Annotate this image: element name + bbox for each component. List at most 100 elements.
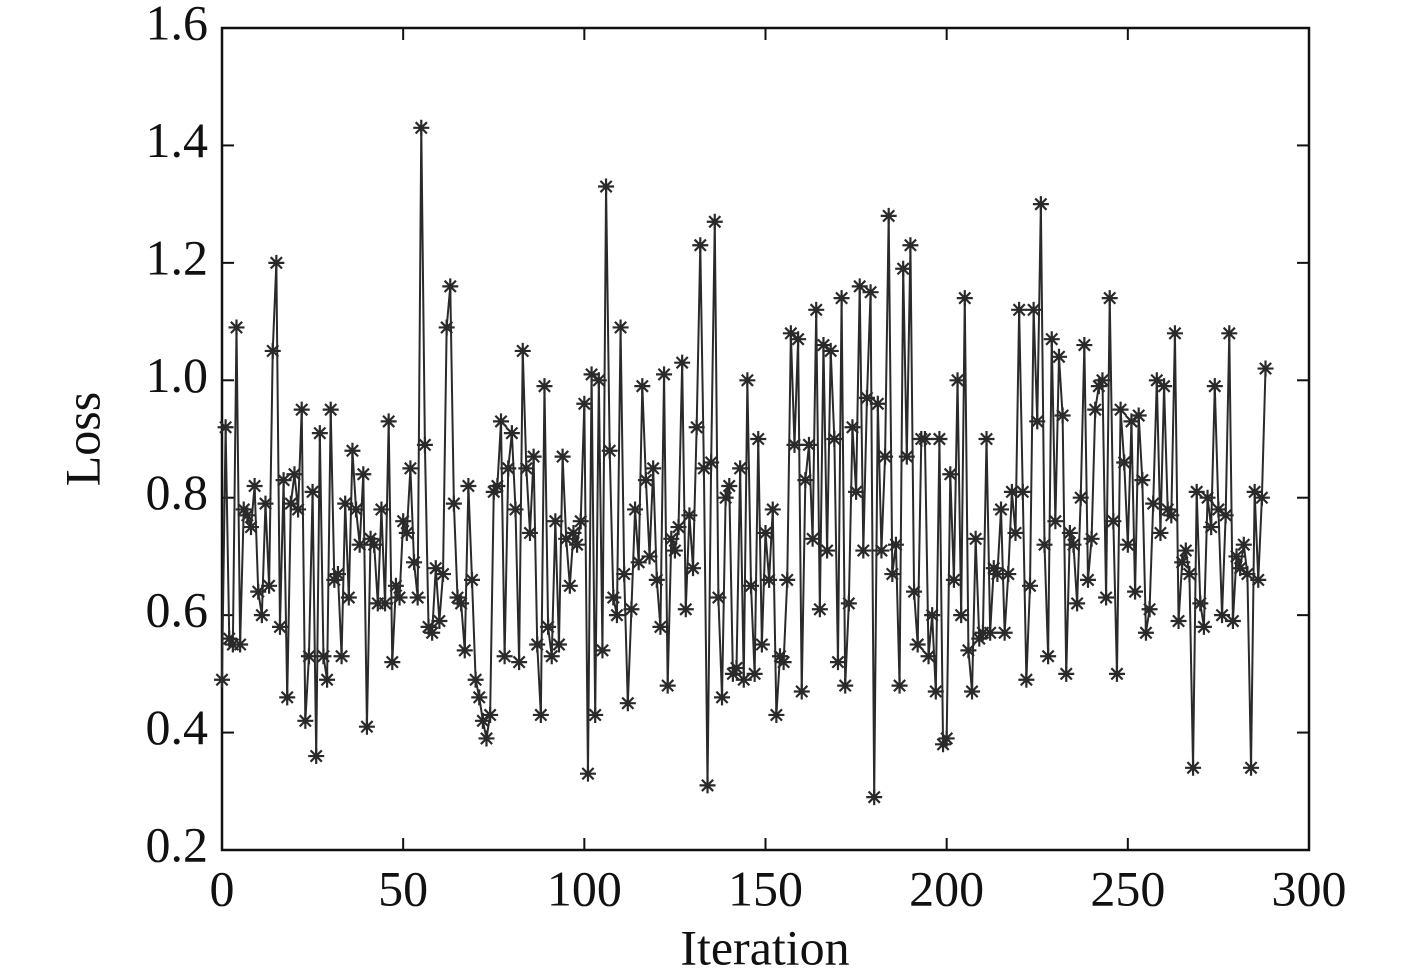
asterisk-marker: [1192, 595, 1209, 612]
asterisk-marker: [1148, 372, 1165, 389]
asterisk-marker: [652, 618, 669, 635]
asterisk-marker: [634, 378, 651, 395]
asterisk-marker: [1007, 524, 1024, 541]
asterisk-marker: [482, 706, 499, 723]
asterisk-marker: [601, 442, 618, 459]
asterisk-marker: [442, 278, 459, 295]
asterisk-marker: [464, 571, 481, 588]
asterisk-marker: [264, 342, 281, 359]
y-tick-label: 0.4: [146, 699, 209, 755]
asterisk-marker: [1239, 566, 1256, 583]
asterisk-marker: [945, 571, 962, 588]
asterisk-marker: [232, 636, 249, 653]
x-tick-label: 100: [547, 860, 622, 916]
asterisk-marker: [1047, 513, 1064, 530]
asterisk-marker: [358, 718, 375, 735]
asterisk-marker: [833, 290, 850, 307]
asterisk-marker: [514, 342, 531, 359]
asterisk-marker: [507, 501, 524, 518]
asterisk-marker: [656, 366, 673, 383]
asterisk-marker: [521, 524, 538, 541]
asterisk-marker: [460, 477, 477, 494]
asterisk-marker: [612, 319, 629, 336]
asterisk-marker: [1072, 489, 1089, 506]
asterisk-marker: [290, 501, 307, 518]
asterisk-marker: [732, 460, 749, 477]
asterisk-marker: [829, 654, 846, 671]
asterisk-marker: [768, 706, 785, 723]
asterisk-marker: [1188, 483, 1205, 500]
asterisk-marker: [406, 554, 423, 571]
asterisk-marker: [942, 466, 959, 483]
asterisk-marker: [532, 706, 549, 723]
asterisk-marker: [1094, 372, 1111, 389]
asterisk-marker: [1050, 348, 1067, 365]
asterisk-marker: [692, 237, 709, 254]
asterisk-marker: [703, 454, 720, 471]
asterisk-marker: [739, 372, 756, 389]
asterisk-marker: [1250, 571, 1267, 588]
asterisk-marker: [293, 401, 310, 418]
asterisk-marker: [387, 577, 404, 594]
y-tick-label: 1.0: [146, 347, 209, 403]
asterisk-marker: [543, 648, 560, 665]
asterisk-marker: [1090, 378, 1107, 395]
asterisk-marker: [753, 636, 770, 653]
asterisk-marker: [453, 595, 470, 612]
x-tick-label: 150: [728, 860, 803, 916]
asterisk-marker: [771, 648, 788, 665]
asterisk-marker: [627, 501, 644, 518]
asterisk-marker: [949, 372, 966, 389]
asterisk-marker: [706, 213, 723, 230]
asterisk-marker: [746, 665, 763, 682]
asterisk-marker: [815, 337, 832, 354]
asterisk-marker: [529, 636, 546, 653]
asterisk-marker: [1156, 378, 1173, 395]
asterisk-marker: [1123, 413, 1140, 430]
asterisk-marker: [811, 601, 828, 618]
asterisk-marker: [1083, 530, 1100, 547]
asterisk-marker: [1228, 548, 1245, 565]
asterisk-marker: [877, 448, 894, 465]
asterisk-marker: [594, 642, 611, 659]
asterisk-marker: [1203, 519, 1220, 536]
asterisk-marker: [340, 589, 357, 606]
asterisk-marker: [377, 595, 394, 612]
asterisk-marker: [1177, 542, 1194, 559]
asterisk-marker: [1199, 489, 1216, 506]
asterisk-marker: [1221, 325, 1238, 342]
asterisk-marker: [993, 501, 1010, 518]
asterisk-marker: [641, 548, 658, 565]
asterisk-marker: [297, 712, 314, 729]
asterisk-marker: [761, 571, 778, 588]
asterisk-marker: [547, 513, 564, 530]
asterisk-marker: [1257, 360, 1274, 377]
asterisk-marker: [435, 566, 452, 583]
asterisk-marker: [456, 642, 473, 659]
asterisk-marker: [681, 507, 698, 524]
asterisk-marker: [416, 436, 433, 453]
asterisk-marker: [1025, 301, 1042, 318]
asterisk-marker: [1029, 413, 1046, 430]
asterisk-marker: [319, 671, 336, 688]
asterisk-marker: [409, 589, 426, 606]
asterisk-marker: [268, 254, 285, 271]
asterisk-marker: [228, 319, 245, 336]
asterisk-marker: [1098, 589, 1115, 606]
loss-line: [221, 127, 1267, 798]
asterisk-marker: [1210, 501, 1227, 518]
asterisk-marker: [326, 571, 343, 588]
asterisk-marker: [605, 589, 622, 606]
asterisk-marker: [873, 542, 890, 559]
asterisk-marker: [775, 654, 792, 671]
asterisk-marker: [887, 536, 904, 553]
asterisk-marker: [645, 460, 662, 477]
asterisk-marker: [858, 389, 875, 406]
asterisk-marker: [1185, 759, 1202, 776]
asterisk-marker: [413, 119, 430, 136]
asterisk-marker: [1214, 607, 1231, 624]
asterisk-marker: [793, 683, 810, 700]
asterisk-marker: [583, 366, 600, 383]
y-tick-label: 1.4: [146, 112, 209, 168]
